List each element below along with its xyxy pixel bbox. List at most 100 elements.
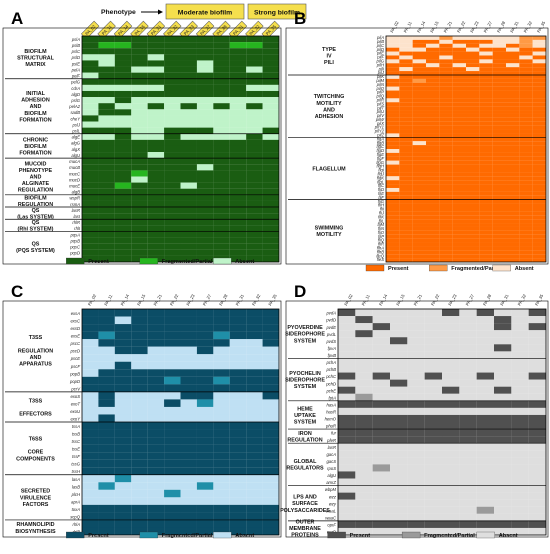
heatmap-cell <box>180 231 197 238</box>
heatmap-cell <box>164 459 181 468</box>
heatmap-cell <box>532 133 547 138</box>
heatmap-cell <box>412 113 427 118</box>
group-label: REGULATION <box>18 348 53 354</box>
heatmap-cell <box>196 182 214 189</box>
heatmap-cell <box>442 379 460 387</box>
heatmap-cell <box>246 369 263 377</box>
heatmap-cell <box>196 444 214 453</box>
heatmap-cell <box>98 369 115 377</box>
heatmap-cell <box>338 464 356 472</box>
heatmap-cell <box>452 102 467 107</box>
heatmap-cell <box>532 137 547 142</box>
heatmap-cell <box>492 246 507 251</box>
heatmap-cell <box>399 71 413 76</box>
heatmap-cell <box>532 242 547 247</box>
heatmap-cell <box>338 344 356 352</box>
heatmap-cell <box>426 47 440 52</box>
heatmap-cell <box>213 139 230 146</box>
panel-border <box>285 27 549 265</box>
heatmap-cell <box>180 133 197 140</box>
group-label: T3SS <box>29 335 43 341</box>
gene-label: fleS <box>377 257 384 262</box>
legend-label: Absent <box>499 533 518 539</box>
heatmap-cell <box>492 164 507 169</box>
heatmap-cell <box>399 141 413 146</box>
heatmap-cell <box>399 137 413 142</box>
heatmap-cell <box>246 48 263 55</box>
heatmap-cell <box>98 474 115 483</box>
heatmap-cell <box>229 512 247 520</box>
gene-label: flgF <box>377 156 384 161</box>
heatmap-cell <box>196 188 214 195</box>
heatmap-cell <box>82 399 99 407</box>
heatmap-cell <box>439 141 453 146</box>
moderate-box <box>165 3 245 20</box>
heatmap-cell <box>180 176 197 183</box>
heatmap-cell <box>466 250 480 255</box>
group-label: BIOFILM <box>24 49 47 55</box>
heatmap-cell <box>439 180 453 185</box>
heatmap-cell <box>131 482 148 490</box>
gene-label: pilI <box>378 66 385 71</box>
panel-d: D PA_02 PA_11 PA_14 PA_15 PA_21 PA_22 PA_23 PA_2… <box>280 282 549 539</box>
heatmap-cell <box>452 195 467 200</box>
gene-label: flgK <box>377 175 384 180</box>
heatmap-cell <box>164 249 181 256</box>
heatmap-cell <box>229 346 247 355</box>
gene-label: fliG <box>378 199 385 204</box>
heatmap-cell <box>492 215 507 220</box>
heatmap-cell <box>452 121 467 126</box>
heatmap-cell <box>519 43 533 48</box>
heatmap-cell <box>492 47 507 52</box>
heatmap-cell <box>459 386 477 394</box>
heatmap-frame <box>337 308 547 536</box>
heatmap-cell <box>82 527 99 536</box>
heatmap-cell <box>180 249 197 256</box>
heatmap-cell <box>532 98 547 103</box>
heatmap-cell <box>479 180 493 185</box>
heatmap-cell <box>494 309 512 317</box>
heatmap-cell <box>407 506 425 514</box>
heatmap-cell <box>246 145 263 153</box>
heatmap-cell <box>399 215 413 220</box>
heatmap-cell <box>196 482 214 490</box>
heatmap-cell <box>439 121 453 126</box>
heatmap-cell <box>439 168 453 173</box>
heatmap-cell <box>494 400 512 408</box>
heatmap-cell <box>147 84 165 92</box>
heatmap-cell <box>213 84 230 92</box>
heatmap-cell <box>528 485 547 493</box>
heatmap-cell <box>466 149 480 153</box>
heatmap-cell <box>196 115 214 122</box>
heatmap-cell <box>196 121 214 128</box>
heatmap-cell <box>452 145 467 150</box>
heatmap-cell <box>147 219 165 226</box>
heatmap-cell <box>459 323 477 331</box>
heatmap-cell <box>439 71 453 76</box>
heatmap-cell <box>131 324 148 332</box>
heatmap-cell <box>494 457 512 465</box>
heatmap-cell <box>246 121 263 128</box>
heatmap-cell <box>466 258 480 263</box>
heatmap-cell <box>479 172 493 177</box>
heatmap-cell <box>439 215 453 220</box>
heatmap-cell <box>213 36 230 43</box>
heatmap-cell <box>532 71 547 76</box>
heatmap-cell <box>213 219 230 226</box>
heatmap-cell <box>82 194 99 201</box>
heatmap-cell <box>424 414 443 423</box>
heatmap-cell <box>82 249 99 256</box>
gene-label: rhlR <box>72 220 80 225</box>
heatmap-cell <box>114 84 132 92</box>
gene-label: fliI <box>380 207 385 212</box>
heatmap-cell <box>82 309 99 317</box>
heatmap-cell <box>532 215 547 220</box>
heatmap-cell <box>506 55 520 60</box>
heatmap-cell <box>412 102 427 107</box>
heatmap-cell <box>452 238 467 243</box>
column-label: PA_11 <box>403 20 414 33</box>
group-label: IRON <box>298 431 312 437</box>
heatmap-cell <box>424 520 443 528</box>
heatmap-cell <box>229 84 247 92</box>
heatmap-cell <box>338 386 356 394</box>
